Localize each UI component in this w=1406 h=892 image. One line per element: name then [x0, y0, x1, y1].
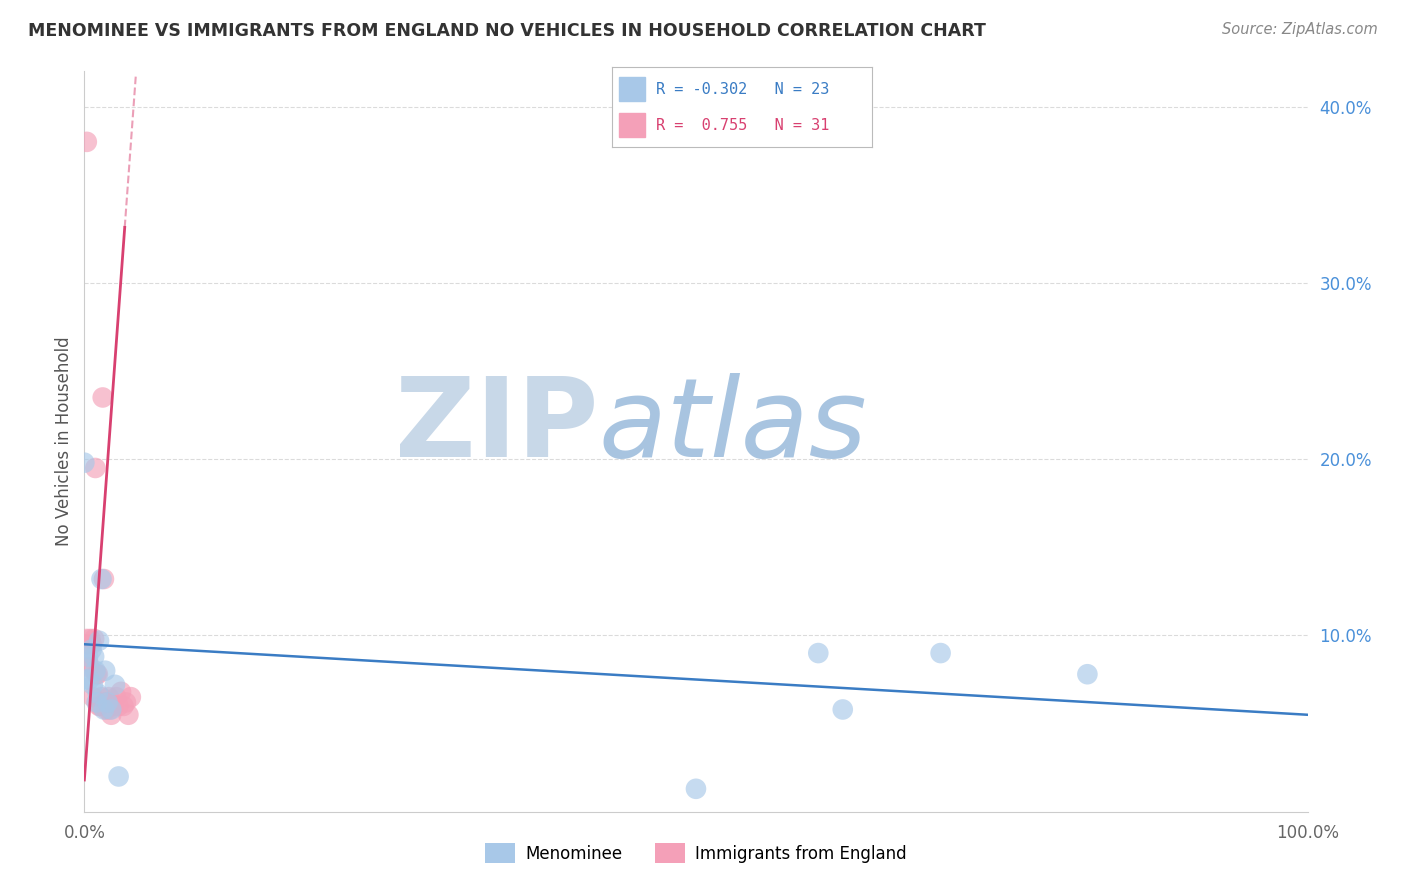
Point: [98, 702, 121, 716]
Point: [86, 695, 108, 709]
Point: [83, 632, 105, 646]
Point: [91, 391, 114, 405]
Point: [90, 690, 112, 705]
Point: [96, 702, 118, 716]
Point: [112, 698, 135, 713]
Point: [79, 632, 101, 646]
Y-axis label: No Vehicles in Household: No Vehicles in Household: [55, 336, 73, 547]
Point: [120, 690, 142, 705]
Point: [77, 673, 100, 687]
Point: [83, 649, 105, 664]
Point: [107, 698, 129, 713]
Point: [1076, 667, 1098, 681]
Point: [110, 685, 132, 699]
Point: [831, 702, 853, 716]
Point: [807, 646, 830, 660]
Point: [97, 690, 120, 705]
Point: [86, 667, 108, 681]
Point: [82, 690, 104, 705]
Point: [87, 633, 110, 648]
Legend: Menominee, Immigrants from England: Menominee, Immigrants from England: [478, 837, 914, 870]
Point: [97, 695, 120, 709]
Point: [89, 698, 111, 713]
Text: atlas: atlas: [598, 373, 866, 480]
Point: [94, 695, 117, 709]
Point: [105, 690, 128, 705]
Point: [87, 698, 110, 713]
Point: [77, 649, 100, 664]
Point: [103, 698, 125, 713]
Point: [107, 769, 129, 783]
Point: [94, 664, 117, 678]
Point: [929, 646, 952, 660]
Text: Source: ZipAtlas.com: Source: ZipAtlas.com: [1222, 22, 1378, 37]
Point: [115, 695, 138, 709]
Point: [685, 781, 707, 796]
Text: R = -0.302   N = 23: R = -0.302 N = 23: [655, 82, 830, 97]
Point: [76, 632, 98, 646]
Text: ZIP: ZIP: [395, 373, 598, 480]
Point: [87, 687, 110, 701]
Bar: [620, 77, 645, 101]
Point: [73, 456, 96, 470]
Point: [84, 664, 107, 678]
Point: [77, 660, 100, 674]
Point: [97, 695, 120, 709]
Point: [80, 642, 103, 657]
Point: [100, 707, 122, 722]
Point: [93, 702, 115, 716]
Point: [100, 702, 122, 716]
Point: [90, 572, 112, 586]
Point: [84, 461, 107, 475]
Bar: [620, 112, 645, 136]
Point: [80, 637, 103, 651]
Point: [75, 637, 97, 651]
Text: MENOMINEE VS IMMIGRANTS FROM ENGLAND NO VEHICLES IN HOUSEHOLD CORRELATION CHART: MENOMINEE VS IMMIGRANTS FROM ENGLAND NO …: [28, 22, 986, 40]
Point: [82, 678, 104, 692]
Point: [93, 572, 115, 586]
Point: [87, 667, 110, 681]
Point: [76, 135, 98, 149]
Point: [117, 707, 139, 722]
Point: [75, 673, 97, 687]
Point: [77, 655, 100, 669]
Point: [104, 678, 127, 692]
Text: R =  0.755   N = 31: R = 0.755 N = 31: [655, 118, 830, 133]
